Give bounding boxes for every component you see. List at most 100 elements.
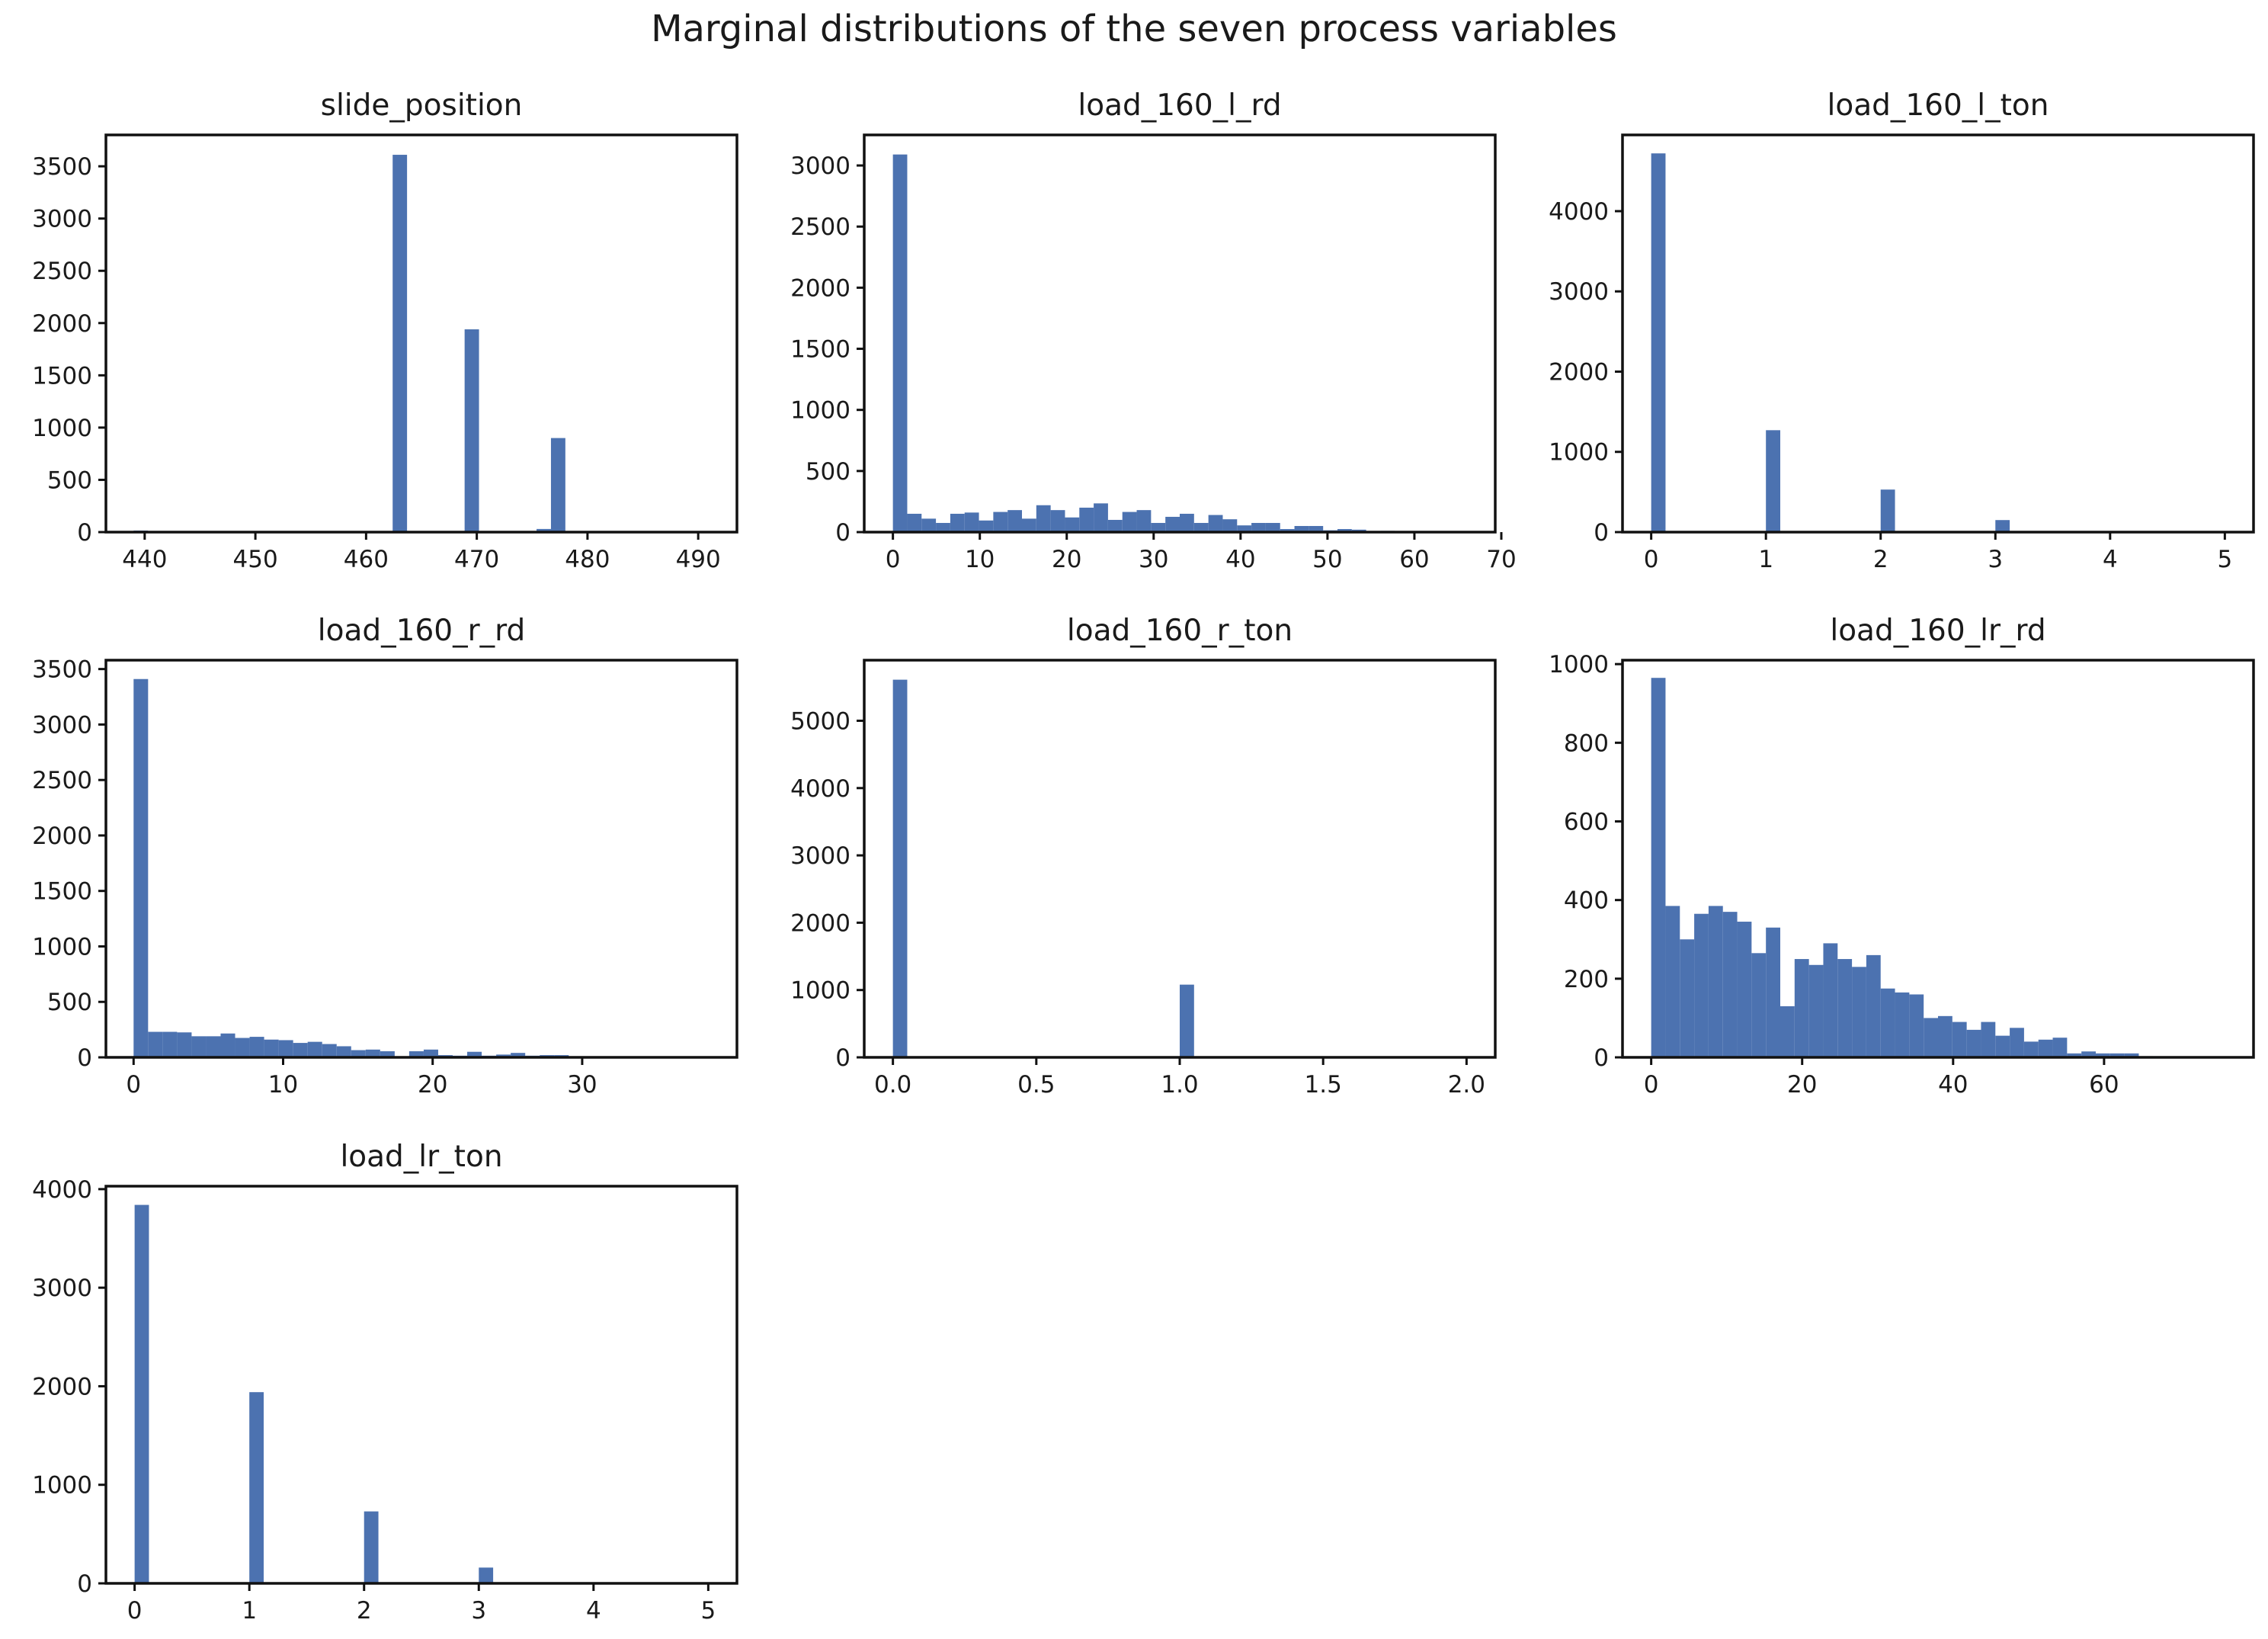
histogram-bar <box>133 678 149 1057</box>
x-tick-label: 1 <box>1758 546 1773 573</box>
axes-frame <box>104 1185 738 1585</box>
y-tick-label: 400 <box>1564 887 1609 915</box>
x-tick-label: 20 <box>418 1071 447 1099</box>
panel-slide-position: slide_position 440 450 460 470 480 490 0 500 1000… <box>32 88 738 573</box>
histogram-bar <box>936 522 950 532</box>
histogram-bar <box>351 1050 366 1057</box>
histogram-bar <box>1651 678 1666 1057</box>
histogram-bar <box>235 1038 250 1057</box>
y-tick-label: 1000 <box>790 397 850 425</box>
y-tick-label: 3000 <box>1549 278 1609 306</box>
y-tick-label: 3500 <box>32 153 92 181</box>
panel-title: load_160_l_ton <box>1828 88 2049 123</box>
x-tick-label: 20 <box>1787 1071 1817 1099</box>
x-axis: 0 1 2 3 4 5 <box>1644 532 2232 573</box>
y-axis: 0 500 1000 1500 2000 2500 3000 3500 <box>32 153 106 547</box>
y-axis: 0 1000 2000 3000 4000 <box>32 1176 106 1598</box>
y-tick-label: 2000 <box>790 909 850 937</box>
y-tick-label: 1000 <box>1549 651 1609 678</box>
y-tick-label: 0 <box>1594 519 1609 547</box>
histogram-bar <box>1694 913 1709 1057</box>
histogram-bar <box>380 1050 395 1057</box>
histogram-bar <box>1751 953 1767 1057</box>
histogram-bar <box>2081 1051 2096 1057</box>
x-tick-label: 0 <box>1644 1071 1659 1099</box>
y-tick-label: 2000 <box>32 1373 92 1400</box>
histogram-bar <box>1823 943 1838 1057</box>
histogram-bar <box>907 513 922 532</box>
histogram-bar <box>993 512 1008 532</box>
histogram-bar <box>1036 505 1051 532</box>
histogram-bar <box>1079 507 1094 532</box>
y-tick-label: 3000 <box>32 711 92 739</box>
histogram-bar <box>1651 153 1666 533</box>
histogram-bar <box>479 1567 494 1583</box>
histogram-bar <box>1193 522 1209 532</box>
y-tick-label: 0 <box>77 1044 92 1072</box>
x-tick-label: 20 <box>1052 546 1081 573</box>
panel-load-160-r-ton: load_160_r_ton 0.0 0.5 1.0 1.5 2.0 0 1000 2000 30… <box>790 614 1497 1099</box>
x-tick-label: 5 <box>2217 546 2232 573</box>
x-tick-label: 1.5 <box>1305 1071 1342 1099</box>
histogram-bar <box>1995 1035 2010 1057</box>
y-tick-label: 1000 <box>32 933 92 961</box>
y-tick-label: 500 <box>47 467 92 494</box>
x-tick-label: 40 <box>1938 1071 1968 1099</box>
x-tick-label: 0 <box>127 1597 143 1625</box>
x-tick-label: 70 <box>1486 546 1516 573</box>
x-tick-label: 10 <box>965 546 995 573</box>
panel-title: load_160_r_rd <box>318 614 525 648</box>
y-tick-label: 1500 <box>32 878 92 906</box>
y-axis: 0 1000 2000 3000 4000 <box>1549 198 1623 547</box>
x-tick-label: 0.5 <box>1017 1071 1055 1099</box>
y-tick-label: 3000 <box>32 1275 92 1302</box>
histogram-bar <box>1722 912 1738 1057</box>
histogram-bar <box>1924 1018 1938 1057</box>
x-tick-label: 50 <box>1312 546 1342 573</box>
x-tick-label: 480 <box>565 546 610 573</box>
x-tick-label: 0 <box>126 1071 141 1099</box>
y-axis: 0 1000 2000 3000 4000 5000 <box>790 707 864 1072</box>
histogram-bar <box>1151 522 1166 532</box>
histogram-bar <box>1251 522 1266 532</box>
axes-frame <box>863 133 1497 534</box>
histogram-bar <box>1794 959 1809 1057</box>
histogram-bar <box>550 438 565 532</box>
histogram-bar <box>1938 1015 1952 1057</box>
y-tick-label: 0 <box>1594 1044 1609 1072</box>
y-axis: 0 500 1000 1500 2000 2500 3000 3500 <box>32 656 106 1072</box>
x-tick-label: 5 <box>700 1597 716 1625</box>
panel-title: load_160_r_ton <box>1067 614 1293 648</box>
y-tick-label: 4000 <box>32 1176 92 1204</box>
figure-title: Marginal distributions of the seven proc… <box>651 8 1617 50</box>
axes-frame <box>1621 659 2255 1059</box>
histogram-bar <box>1837 959 1853 1057</box>
histogram-bar <box>892 154 908 532</box>
bars <box>1651 153 2225 533</box>
y-tick-label: 2000 <box>790 274 850 302</box>
x-axis: 0 20 40 60 <box>1644 1057 2119 1099</box>
histogram-bar <box>162 1031 178 1057</box>
y-tick-label: 500 <box>806 458 850 486</box>
histogram-bar <box>392 155 408 533</box>
y-tick-label: 5000 <box>790 707 850 735</box>
histogram-bar <box>1180 513 1194 532</box>
y-tick-label: 3000 <box>790 842 850 870</box>
histogram-bar <box>264 1039 279 1057</box>
histogram-bar <box>1337 528 1352 532</box>
histogram-bar <box>278 1040 293 1057</box>
bars <box>1651 678 2225 1057</box>
y-tick-label: 1000 <box>32 1472 92 1499</box>
x-axis: 0 1 2 3 4 5 <box>127 1583 716 1625</box>
histogram-bar <box>1895 992 1910 1057</box>
histogram-bar <box>1995 520 2010 532</box>
x-tick-label: 30 <box>567 1071 597 1099</box>
x-axis: 440 450 460 470 480 490 <box>122 532 721 573</box>
histogram-bar <box>2109 1053 2125 1057</box>
histogram-bar <box>408 1050 424 1057</box>
y-tick-label: 1000 <box>1549 439 1609 467</box>
histogram-bar <box>423 1049 438 1057</box>
panel-load-160-l-rd: load_160_l_rd 0 10 20 30 40 50 60 70 0 500 1000 1500… <box>790 88 1517 573</box>
histogram-bar <box>979 520 994 532</box>
